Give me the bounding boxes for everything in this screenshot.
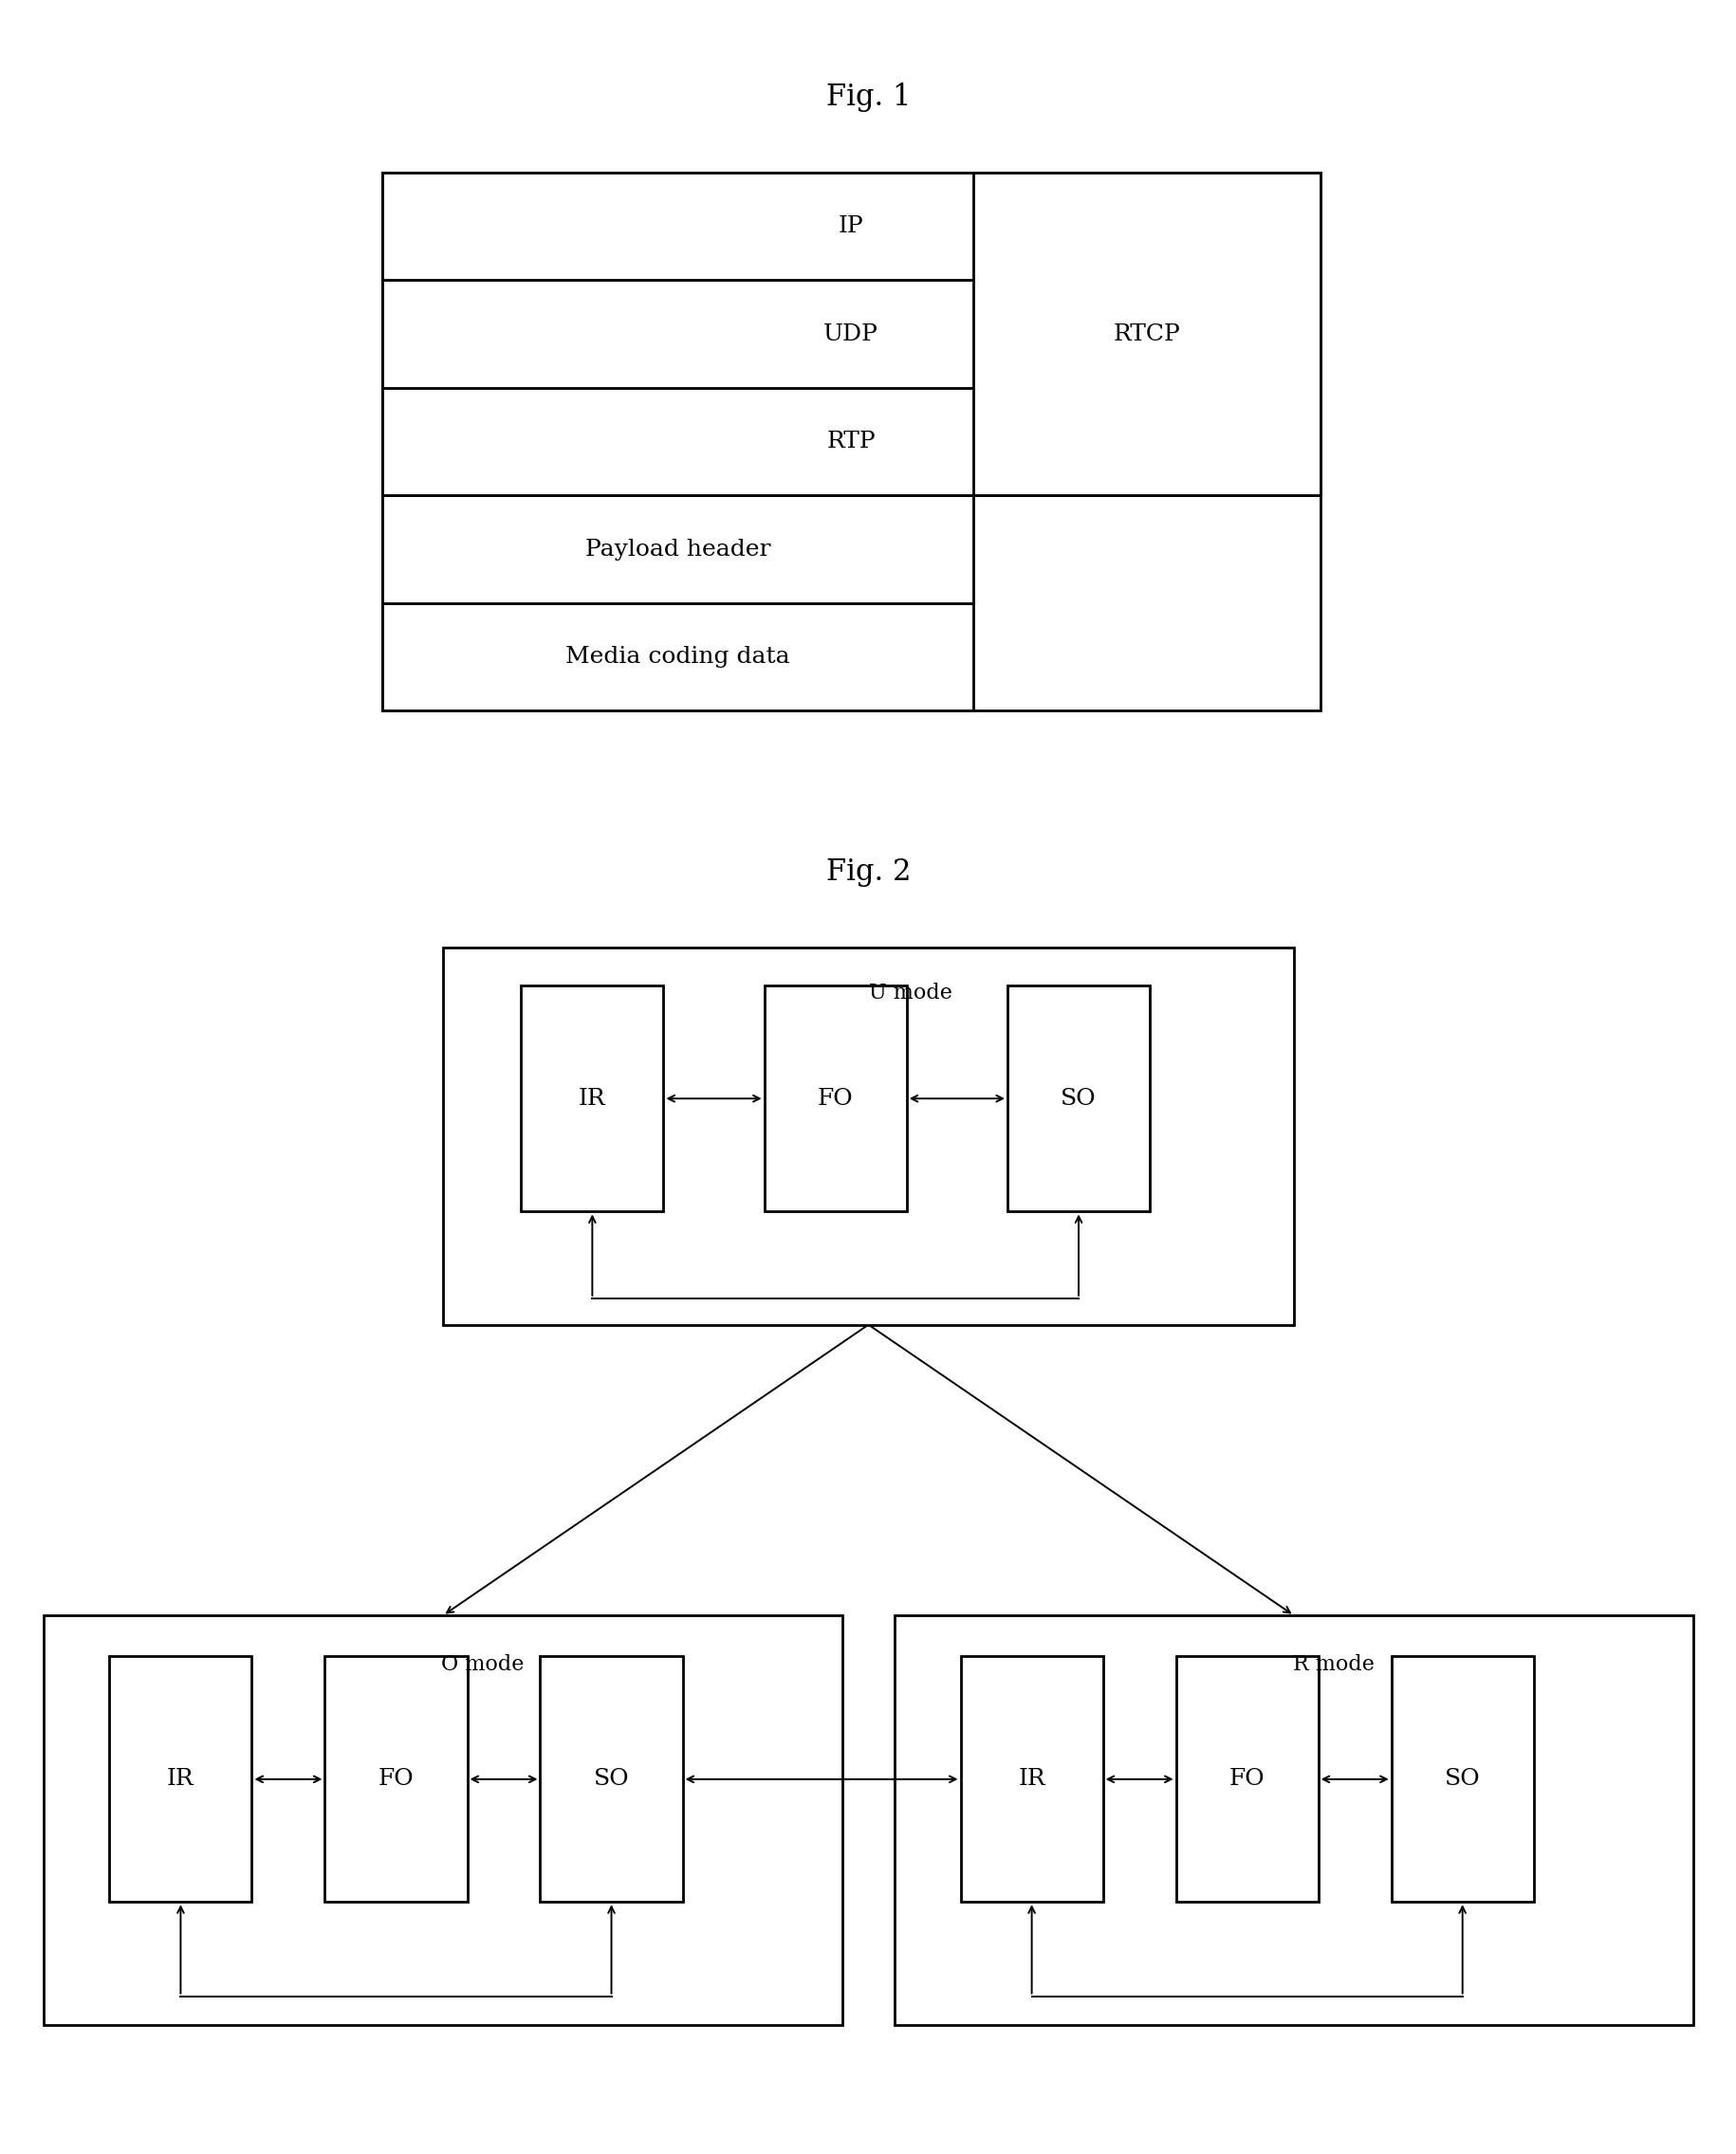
Text: RTP: RTP	[826, 431, 875, 452]
Bar	[382, 495, 972, 603]
Bar	[521, 987, 663, 1211]
Text: UDP: UDP	[823, 323, 878, 345]
Bar	[43, 1616, 842, 2025]
Text: SO: SO	[594, 1768, 628, 1790]
Bar	[764, 987, 906, 1211]
Text: Payload header: Payload header	[585, 538, 769, 560]
Text: FO: FO	[1229, 1768, 1264, 1790]
Bar	[382, 388, 1319, 495]
Text: RTCP: RTCP	[1113, 323, 1179, 345]
Text: IR: IR	[167, 1768, 194, 1790]
Bar	[382, 172, 1319, 280]
Bar	[382, 280, 1319, 388]
Bar	[1007, 987, 1149, 1211]
Bar	[382, 603, 972, 711]
Bar	[972, 172, 1319, 495]
Text: SO: SO	[1444, 1768, 1479, 1790]
Text: SO: SO	[1061, 1088, 1095, 1109]
Text: U mode: U mode	[870, 982, 951, 1004]
Text: FO: FO	[818, 1088, 852, 1109]
Bar	[443, 948, 1293, 1325]
Text: Fig. 2: Fig. 2	[826, 857, 910, 887]
Bar	[382, 172, 1319, 711]
Bar	[325, 1656, 467, 1902]
Text: O mode: O mode	[441, 1654, 524, 1676]
Bar	[960, 1656, 1102, 1902]
Text: FO: FO	[378, 1768, 413, 1790]
Text: IR: IR	[1017, 1768, 1045, 1790]
Text: IR: IR	[578, 1088, 606, 1109]
Text: Fig. 1: Fig. 1	[826, 82, 910, 112]
Text: IP: IP	[838, 215, 863, 237]
Bar	[109, 1656, 252, 1902]
Bar	[1391, 1656, 1533, 1902]
Bar	[894, 1616, 1693, 2025]
Text: R mode: R mode	[1293, 1654, 1373, 1676]
Bar	[540, 1656, 682, 1902]
Bar	[1175, 1656, 1318, 1902]
Text: Media coding data: Media coding data	[564, 646, 790, 668]
